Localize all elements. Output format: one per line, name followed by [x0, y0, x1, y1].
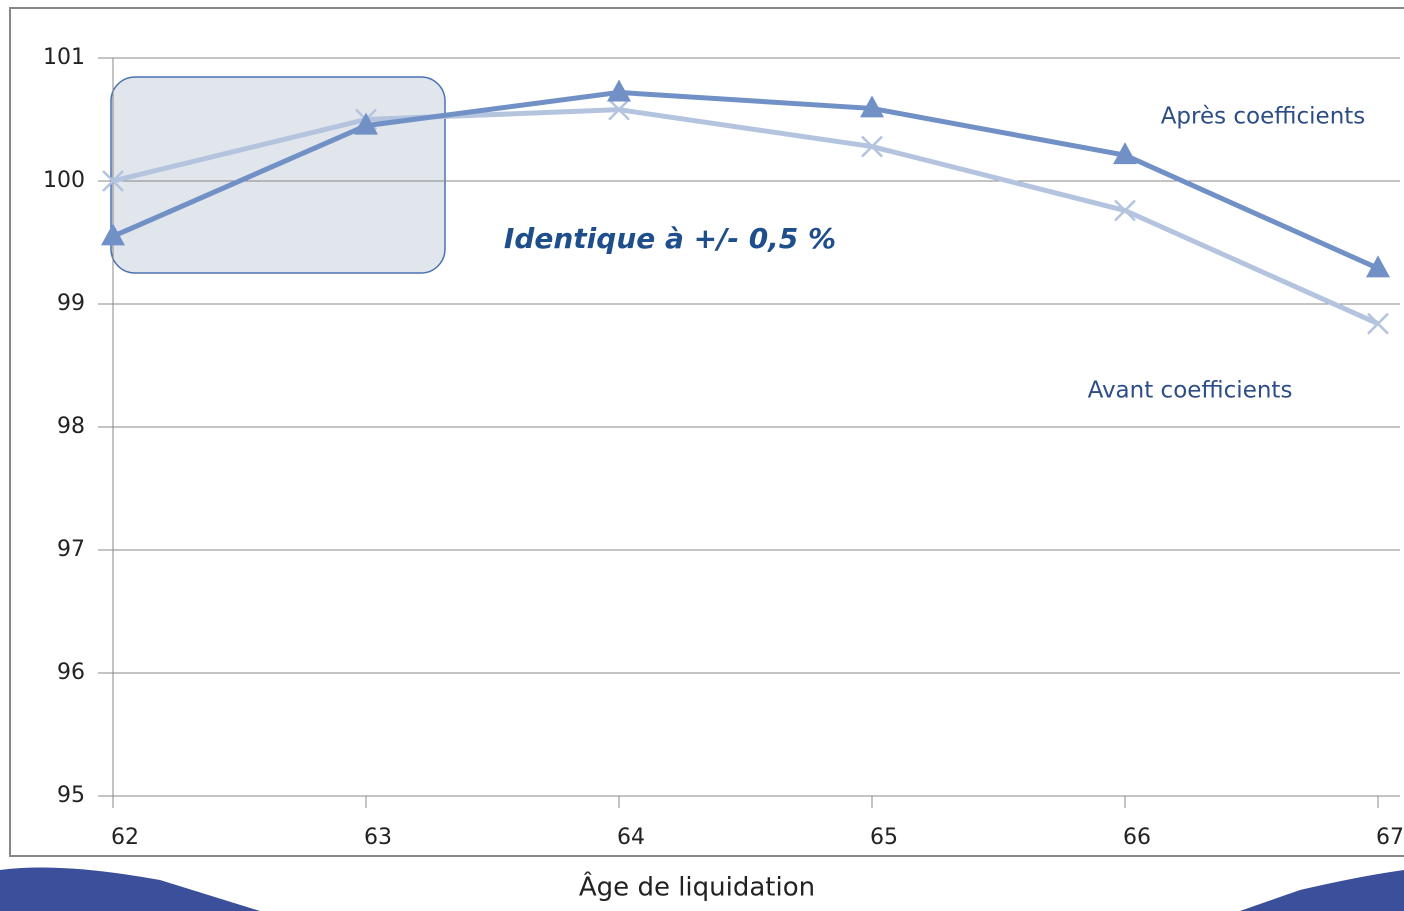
marker [1113, 142, 1137, 165]
y-tick-label: 99 [57, 291, 85, 316]
marker [1366, 255, 1390, 278]
marker [102, 170, 124, 192]
marker [1367, 312, 1389, 335]
marker [101, 223, 125, 246]
x-tick-label: 63 [364, 825, 392, 850]
x-axis-label: Âge de liquidation [579, 871, 815, 903]
y-tick-label: 97 [57, 537, 85, 562]
highlight-box [110, 76, 446, 274]
marker [1114, 199, 1136, 222]
series-label: Après coefficients [1161, 104, 1366, 130]
decor-swoosh-left [0, 867, 260, 911]
marker [861, 135, 883, 158]
marker [608, 98, 630, 121]
decor-swoosh-right [1240, 870, 1404, 911]
annotation: Identique à +/- 0,5 % [504, 222, 836, 255]
series-line [111, 89, 1380, 271]
y-tick-label: 100 [43, 168, 85, 193]
x-tick-label: 64 [617, 825, 645, 850]
marker [607, 79, 631, 102]
x-tick-label: 65 [870, 825, 898, 850]
marker [354, 112, 378, 135]
series-label: Avant coefficients [1088, 378, 1293, 404]
x-tick-label: 62 [111, 825, 139, 850]
y-tick-label: 95 [57, 783, 85, 808]
y-tick-label: 101 [43, 45, 85, 70]
x-tick-label: 67 [1376, 825, 1404, 850]
marker [860, 95, 884, 118]
y-tick-label: 98 [57, 414, 85, 439]
y-tick-label: 96 [57, 660, 85, 685]
x-tick-label: 66 [1123, 825, 1151, 850]
series-line [112, 107, 1380, 326]
